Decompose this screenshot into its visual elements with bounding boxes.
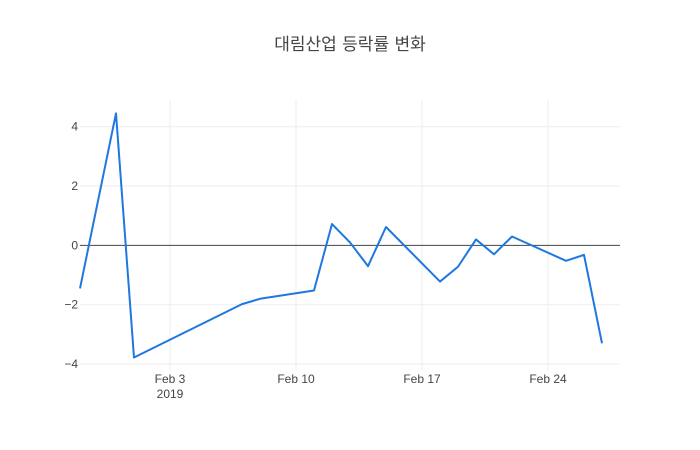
x-tick-sublabel: 2019 (157, 387, 184, 401)
y-tick-label: −2 (64, 298, 78, 312)
x-tick-label: Feb 3 (155, 372, 186, 386)
series-layer (79, 112, 603, 359)
y-tick-label: −4 (64, 357, 78, 371)
y-tick-label: 4 (71, 120, 78, 134)
y-tick-label: 2 (71, 179, 78, 193)
series-line (79, 112, 603, 359)
chart-title: 대림산업 등락률 변화 (274, 35, 426, 55)
y-tick-label: 0 (71, 238, 78, 252)
x-tick-label: Feb 24 (529, 372, 567, 386)
x-tick-label: Feb 10 (277, 372, 315, 386)
gridlines (80, 100, 620, 370)
x-tick-label: Feb 17 (403, 372, 441, 386)
